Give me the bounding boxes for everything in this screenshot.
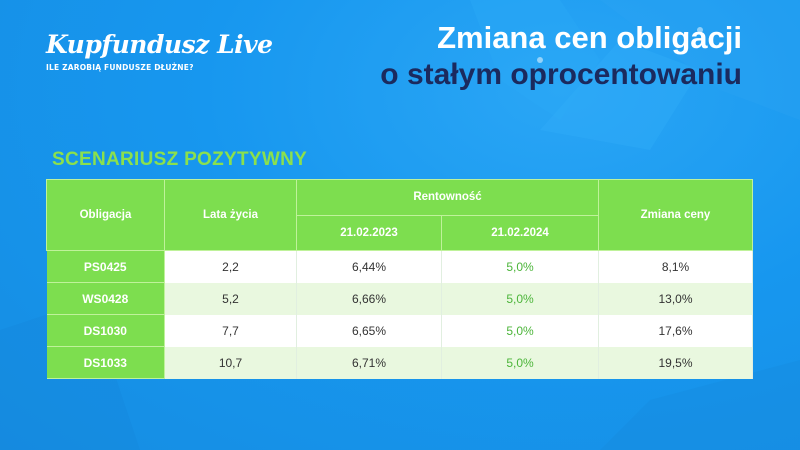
header-date-2023: 21.02.2023 xyxy=(296,214,442,251)
yield-2024-value: 5,0% xyxy=(441,346,599,379)
yield-2023-value: 6,65% xyxy=(296,314,442,347)
table-row: WS0428 5,2 6,66% 5,0% 13,0% xyxy=(46,282,753,315)
header-bond: Obligacja xyxy=(46,179,165,251)
bond-name: PS0425 xyxy=(46,250,165,283)
yield-2023-value: 6,66% xyxy=(296,282,442,315)
bond-price-table: Obligacja Lata życia Rentowność Zmiana c… xyxy=(46,179,753,379)
years-value: 5,2 xyxy=(164,282,297,315)
header-date-2024: 21.02.2024 xyxy=(441,214,599,251)
bond-name: DS1033 xyxy=(46,346,165,379)
table-row: DS1033 10,7 6,71% 5,0% 19,5% xyxy=(46,346,753,379)
logo-name: Kupfundusz Live xyxy=(46,30,273,59)
yield-2024-value: 5,0% xyxy=(441,314,599,347)
bond-name: WS0428 xyxy=(46,282,165,315)
yield-2024-value: 5,0% xyxy=(441,250,599,283)
yield-2024-value: 5,0% xyxy=(441,282,599,315)
yield-2023-value: 6,44% xyxy=(296,250,442,283)
yield-2023-value: 6,71% xyxy=(296,346,442,379)
bond-name: DS1030 xyxy=(46,314,165,347)
scenario-heading: SCENARIUSZ POZYTYWNY xyxy=(52,149,308,170)
header-price-change: Zmiana ceny xyxy=(598,179,753,251)
table-row: PS0425 2,2 6,44% 5,0% 8,1% xyxy=(46,250,753,283)
header-yield: Rentowność xyxy=(296,179,599,216)
title-line-2: o stałym oprocentowaniu xyxy=(380,58,742,91)
brand-logo: Kupfundusz Live ILE ZAROBIĄ FUNDUSZE DŁU… xyxy=(46,30,273,72)
price-change-value: 8,1% xyxy=(598,250,753,283)
price-change-value: 19,5% xyxy=(598,346,753,379)
years-value: 7,7 xyxy=(164,314,297,347)
price-change-value: 17,6% xyxy=(598,314,753,347)
logo-tagline: ILE ZAROBIĄ FUNDUSZE DŁUŻNE? xyxy=(46,63,194,72)
table-row: DS1030 7,7 6,65% 5,0% 17,6% xyxy=(46,314,753,347)
title-line-1: Zmiana cen obligacji xyxy=(437,20,742,55)
years-value: 2,2 xyxy=(164,250,297,283)
years-value: 10,7 xyxy=(164,346,297,379)
price-change-value: 13,0% xyxy=(598,282,753,315)
header-years: Lata życia xyxy=(164,179,297,251)
slide-title: Zmiana cen obligacji o stałym oprocentow… xyxy=(380,20,742,94)
